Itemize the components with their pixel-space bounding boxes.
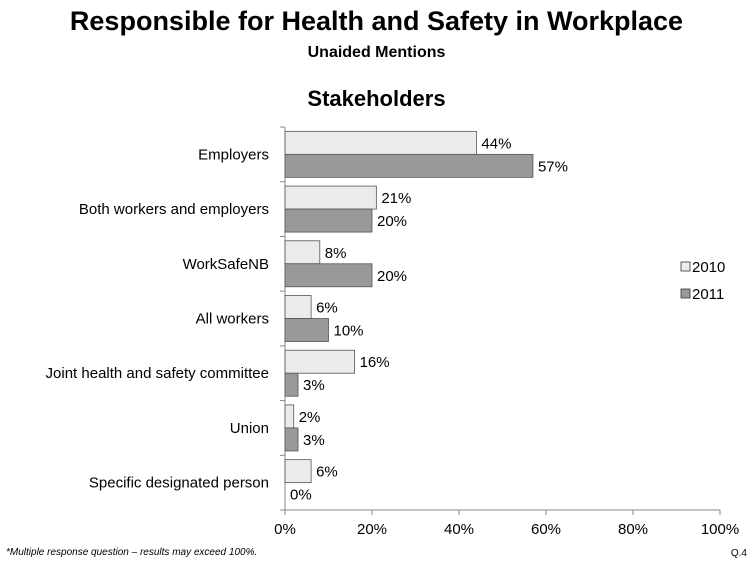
data-label-2011: 0%	[290, 487, 312, 504]
data-label-2010: 8%	[325, 245, 347, 262]
bar-2011	[284, 263, 373, 288]
x-tick-label: 60%	[531, 521, 561, 538]
legend-label-2010: 2010	[692, 259, 725, 276]
x-tick-label: 40%	[444, 521, 474, 538]
data-label-2010: 21%	[381, 190, 411, 207]
bar-2010	[284, 349, 355, 374]
bar-2010	[284, 130, 477, 155]
data-label-2010: 44%	[481, 135, 511, 152]
data-label-2010: 6%	[316, 464, 338, 481]
bar-2010	[284, 185, 377, 210]
bar-2011	[284, 153, 534, 178]
chart-title: Responsible for Health and Safety in Wor…	[69, 6, 684, 36]
x-tick-label: 80%	[618, 521, 648, 538]
section-title: Stakeholders	[307, 86, 446, 111]
bar-2010	[284, 295, 312, 319]
data-label-2011: 57%	[538, 158, 568, 175]
bar-2011	[284, 427, 299, 452]
data-label-2011: 10%	[334, 323, 364, 340]
chart-subtitle: Unaided Mentions	[307, 44, 446, 61]
bar-2010	[284, 404, 295, 429]
x-tick-label: 0%	[274, 521, 296, 538]
category-label: All workers	[196, 311, 269, 328]
data-label-2010: 2%	[299, 409, 321, 426]
data-label-2011: 3%	[303, 432, 325, 449]
bar-2011	[284, 208, 373, 233]
bar-2010	[284, 459, 312, 484]
bar-2011	[284, 318, 329, 342]
data-label-2011: 20%	[377, 268, 407, 285]
category-label: Employers	[198, 146, 269, 163]
legend-swatch-2010	[680, 261, 691, 272]
legend-swatch-2011	[680, 288, 691, 299]
data-label-2011: 3%	[303, 377, 325, 394]
legend-label-2011: 2011	[692, 286, 724, 303]
bar-2010	[284, 240, 321, 265]
question-reference: Q.4	[730, 548, 747, 559]
x-tick-label: 20%	[357, 521, 387, 538]
bar-2011	[284, 372, 299, 397]
data-label-2010: 16%	[360, 354, 390, 371]
category-label: Joint health and safety committee	[46, 365, 269, 382]
data-label-2010: 6%	[316, 300, 338, 317]
footnote: *Multiple response question – results ma…	[6, 547, 258, 558]
category-label: WorkSafeNB	[183, 256, 269, 273]
category-label: Union	[230, 420, 269, 437]
category-label: Both workers and employers	[79, 201, 269, 218]
data-label-2011: 20%	[377, 213, 407, 230]
category-label: Specific designated person	[89, 475, 269, 492]
x-tick-label: 100%	[701, 521, 739, 538]
